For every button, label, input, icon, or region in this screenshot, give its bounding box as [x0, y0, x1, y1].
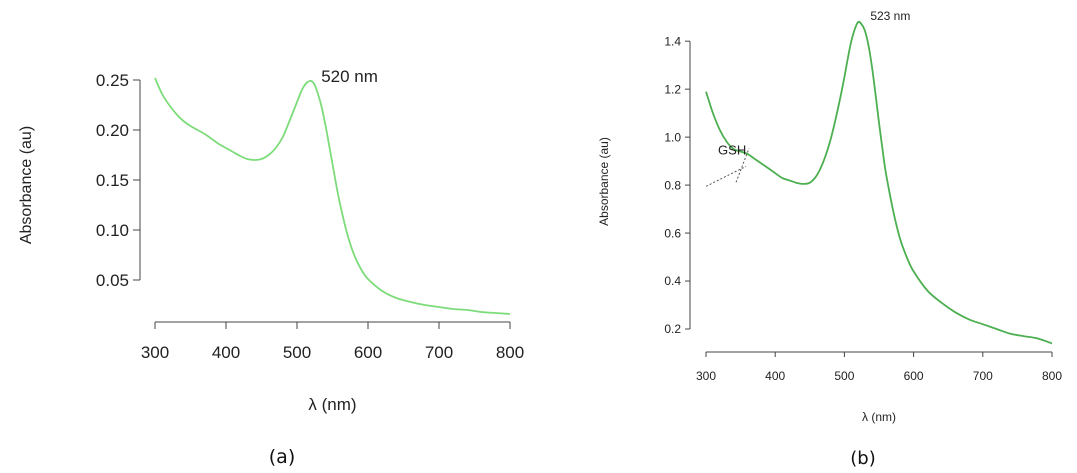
x-tick-label: 700 — [973, 369, 993, 383]
panel-label: (a) — [269, 446, 295, 468]
gsh-pointer-line — [705, 165, 747, 187]
peak-annotation-label: 520 nm — [321, 67, 378, 86]
y-tick-label: 0.2 — [664, 322, 681, 336]
peak-annotation-label: 523 nm — [870, 9, 910, 23]
y-tick-label: 1.4 — [664, 34, 681, 48]
absorbance-series-line — [154, 77, 511, 315]
y-axis-label: Absorbance (au) — [18, 126, 35, 244]
x-tick-label: 700 — [425, 343, 453, 362]
y-tick-label: 1.0 — [664, 130, 681, 144]
x-tick-label: 400 — [212, 343, 240, 362]
y-tick-label: 0.6 — [664, 226, 681, 240]
x-tick-label: 500 — [283, 343, 311, 362]
y-tick-label: 0.15 — [96, 171, 129, 190]
x-tick-label: 400 — [765, 369, 785, 383]
x-axis-label: λ (nm) — [862, 410, 896, 424]
y-tick-label: 0.4 — [664, 274, 681, 288]
y-axis-label: Absorbance (au) — [597, 137, 611, 226]
y-tick-label: 0.8 — [664, 178, 681, 192]
x-tick-label: 600 — [354, 343, 382, 362]
y-tick-label: 1.2 — [664, 82, 681, 96]
chart-panel-a: 300 400 500 600 700 800 0.05 0.10 0.15 0.20 0.25 λ … — [18, 67, 524, 468]
x-tick-label: 500 — [834, 369, 854, 383]
x-tick-label: 300 — [696, 369, 716, 383]
x-tick-label: 800 — [1042, 369, 1062, 383]
absorbance-series-line — [705, 20, 1053, 345]
y-tick-label: 0.20 — [96, 121, 129, 140]
y-tick-label: 0.05 — [96, 271, 129, 290]
x-tick-label: 800 — [496, 343, 524, 362]
panel-label: (b) — [850, 448, 875, 469]
chart-panel-b: 300 400 500 600 700 800 0.2 0.4 0.6 0.8 1.0 1.2 1.4 λ… — [597, 9, 1062, 469]
y-tick-label: 0.10 — [96, 221, 129, 240]
y-tick-label: 0.25 — [96, 71, 129, 90]
x-axis-label: λ (nm) — [308, 395, 356, 414]
x-tick-label: 300 — [141, 343, 169, 362]
gsh-annotation-label: GSH — [718, 142, 746, 157]
x-tick-label: 600 — [904, 369, 924, 383]
